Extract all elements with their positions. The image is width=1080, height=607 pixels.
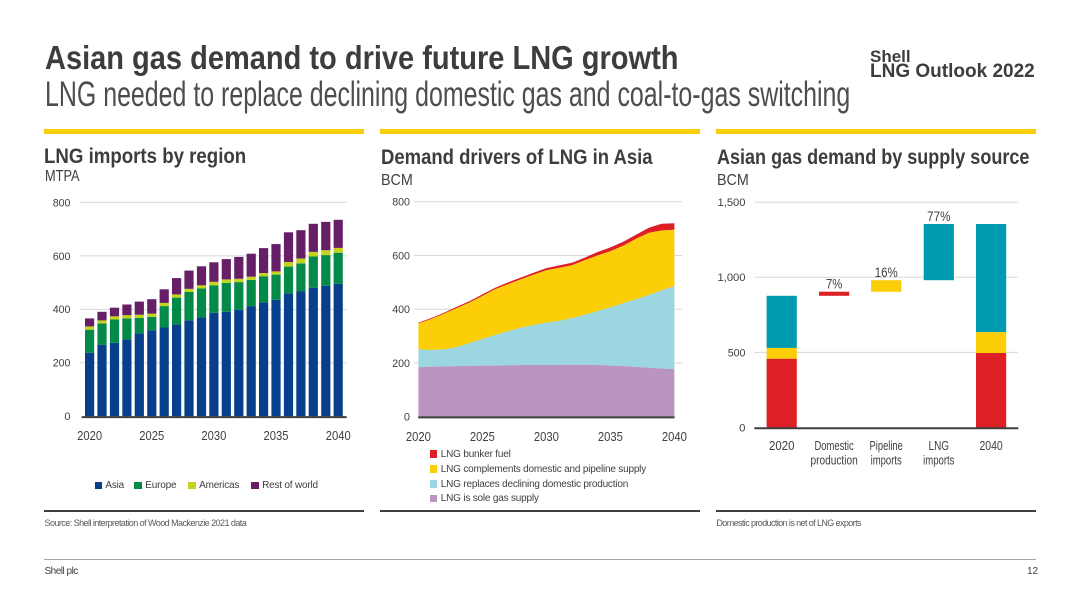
svg-text:2035: 2035 bbox=[264, 428, 289, 443]
svg-text:production: production bbox=[811, 453, 858, 468]
svg-text:2030: 2030 bbox=[201, 428, 226, 443]
svg-text:600: 600 bbox=[53, 251, 71, 263]
svg-text:LNG: LNG bbox=[929, 438, 950, 453]
svg-text:2020: 2020 bbox=[77, 428, 102, 443]
svg-text:2020: 2020 bbox=[769, 438, 795, 453]
svg-text:200: 200 bbox=[392, 358, 410, 370]
svg-text:imports: imports bbox=[923, 453, 955, 468]
svg-text:Domestic: Domestic bbox=[814, 438, 854, 453]
svg-text:7%: 7% bbox=[826, 276, 842, 292]
svg-text:0: 0 bbox=[739, 422, 745, 434]
svg-text:2030: 2030 bbox=[534, 429, 559, 444]
svg-text:77%: 77% bbox=[927, 208, 950, 224]
svg-text:imports: imports bbox=[871, 453, 903, 468]
svg-text:800: 800 bbox=[53, 197, 71, 209]
svg-text:2040: 2040 bbox=[979, 438, 1002, 453]
svg-text:2020: 2020 bbox=[406, 429, 431, 444]
svg-text:2040: 2040 bbox=[662, 429, 687, 444]
svg-text:2025: 2025 bbox=[139, 428, 164, 443]
svg-text:16%: 16% bbox=[875, 264, 898, 280]
svg-text:800: 800 bbox=[392, 197, 410, 209]
svg-text:2025: 2025 bbox=[470, 429, 495, 444]
svg-text:0: 0 bbox=[404, 412, 410, 424]
svg-text:2035: 2035 bbox=[598, 429, 623, 444]
svg-text:Pipeline: Pipeline bbox=[870, 438, 903, 453]
svg-text:0: 0 bbox=[64, 411, 70, 423]
svg-text:1,000: 1,000 bbox=[718, 272, 746, 284]
svg-text:500: 500 bbox=[728, 347, 746, 359]
svg-text:1,500: 1,500 bbox=[718, 197, 746, 209]
svg-text:600: 600 bbox=[392, 250, 410, 262]
svg-text:400: 400 bbox=[392, 304, 410, 316]
svg-text:200: 200 bbox=[53, 358, 71, 370]
svg-text:400: 400 bbox=[53, 304, 71, 316]
svg-text:2040: 2040 bbox=[326, 428, 351, 443]
